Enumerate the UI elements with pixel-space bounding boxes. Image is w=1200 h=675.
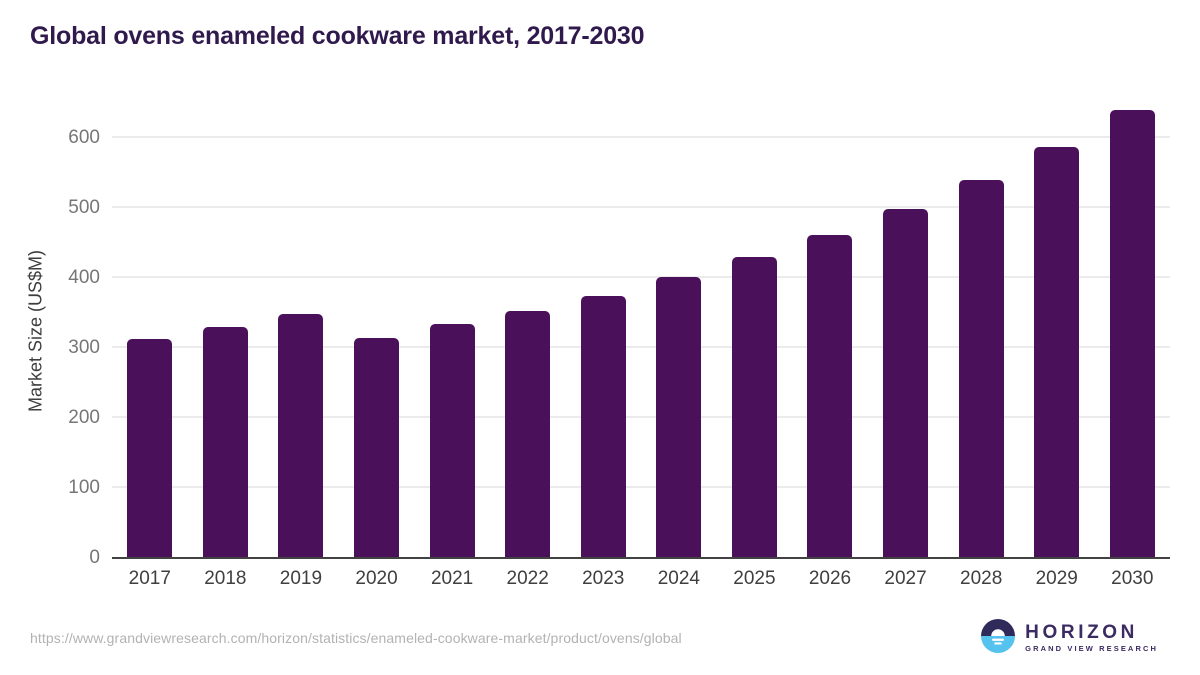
bar-column [943, 103, 1019, 558]
logo-name: HORIZON [1025, 621, 1138, 643]
bar-2020 [354, 337, 400, 558]
x-tick-label: 2020 [355, 568, 398, 589]
chart-title: Global ovens enameled cookware market, 2… [30, 22, 645, 50]
y-tick-label: 500 [68, 197, 100, 218]
y-tick-label: 0 [89, 547, 100, 568]
x-tick-label: 2025 [733, 568, 776, 589]
x-tick-label: 2017 [128, 568, 171, 589]
bar-column [641, 103, 717, 558]
bar-column [1019, 103, 1095, 558]
gridline [112, 136, 1170, 138]
bar-column [112, 103, 188, 558]
x-tick-label: 2022 [506, 568, 549, 589]
bar-2025 [731, 257, 777, 558]
x-tick-label: 2018 [204, 568, 247, 589]
bar-2019 [278, 313, 324, 558]
x-tick-label: 2027 [884, 568, 927, 589]
x-tick-label: 2021 [430, 568, 474, 589]
y-tick-label: 100 [68, 477, 100, 498]
bar-2030 [1109, 110, 1155, 558]
gridline [112, 416, 1170, 418]
bar-2027 [883, 208, 929, 558]
bar-column [263, 103, 339, 558]
bar-column [717, 103, 793, 558]
x-tick-label: 2019 [279, 568, 323, 589]
gridline [112, 276, 1170, 278]
x-axis-line [112, 557, 1170, 559]
bar-2021 [429, 324, 475, 558]
horizon-logo: HORIZON GRAND VIEW RESEARCH [980, 618, 1158, 658]
bar-column [1095, 103, 1171, 558]
x-tick-label: 2029 [1035, 568, 1078, 589]
y-axis-ticks: 0 100 200 300 400 500 600 [0, 103, 100, 568]
bar-column [414, 103, 490, 558]
logo-text: HORIZON GRAND VIEW RESEARCH [1025, 621, 1158, 654]
bar-2023 [580, 295, 626, 558]
bar-2018 [202, 327, 248, 558]
bar-column [490, 103, 566, 558]
bar-column [792, 103, 868, 558]
y-tick-label: 200 [68, 407, 100, 428]
x-tick-label: 2024 [657, 568, 700, 589]
y-tick-label: 600 [68, 127, 100, 148]
logo-tagline: GRAND VIEW RESEARCH [1025, 644, 1158, 654]
bar-2022 [505, 310, 551, 558]
plot-area [112, 103, 1170, 559]
bar-2028 [958, 180, 1004, 558]
horizon-sunset-icon [980, 618, 1016, 659]
gridline [112, 206, 1170, 208]
x-axis-labels: 2017 2018 2019 2020 2021 2022 2023 2024 2025 2026… [112, 568, 1170, 590]
gridline [112, 486, 1170, 488]
y-tick-label: 300 [68, 337, 100, 358]
bar-column [868, 103, 944, 558]
bar-column [188, 103, 264, 558]
bar-2029 [1034, 147, 1080, 558]
source-url: https://www.grandviewresearch.com/horizo… [30, 630, 682, 646]
bars-row [112, 103, 1170, 558]
x-tick-label: 2028 [960, 568, 1003, 589]
x-tick-label: 2023 [582, 568, 625, 589]
x-tick-label: 2030 [1111, 568, 1154, 589]
gridline [112, 346, 1170, 348]
bar-2017 [127, 338, 173, 558]
bar-2024 [656, 277, 702, 558]
bar-column [565, 103, 641, 558]
bar-2026 [807, 234, 853, 558]
x-tick-label: 2026 [808, 568, 852, 589]
bar-column [339, 103, 415, 558]
y-tick-label: 400 [68, 267, 100, 288]
